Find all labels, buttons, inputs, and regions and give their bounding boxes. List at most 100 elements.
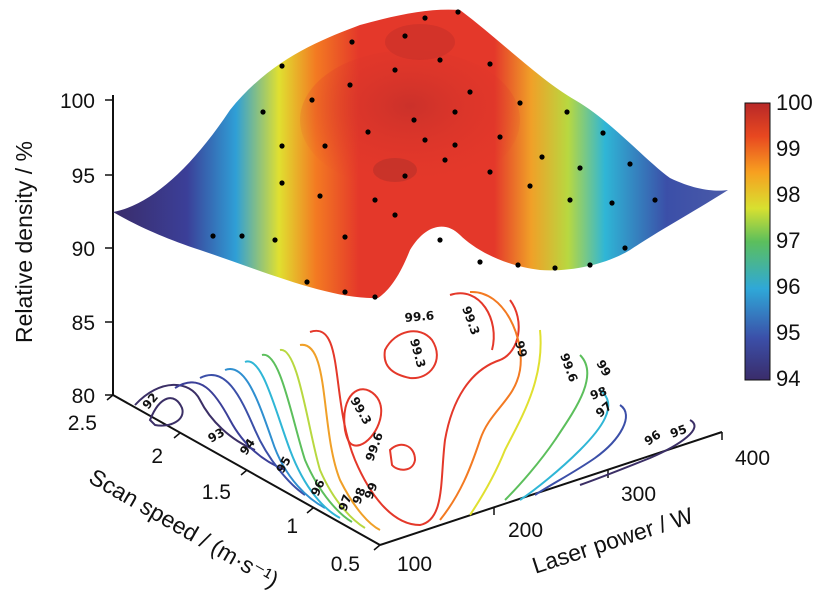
sample-point [402,33,408,39]
sample-point [577,165,583,171]
y-axis-title: Scan speed / (m·s⁻¹) [85,463,283,593]
sample-point [609,200,615,206]
sample-point [279,63,285,69]
sample-point [422,137,428,143]
sample-point [322,143,328,149]
sample-point [515,262,521,268]
contour-label: 98 [588,384,608,403]
sample-point [239,233,245,239]
z-tick-3: 85 [72,312,95,335]
contour-label: 99.3 [459,304,482,337]
sample-point [477,259,483,265]
contour-label: 99.3 [407,337,428,369]
contour-label: 95 [668,422,688,441]
contour-label: 99 [362,481,381,501]
colorbar-tick-5: 95 [776,320,800,345]
x-tick-1: 200 [508,519,543,542]
y-tick-0: 2.5 [68,412,97,435]
density-surface [113,9,728,299]
contour-label: 94 [237,436,258,458]
contour-label: 99 [512,339,530,359]
sample-point [567,197,573,203]
contour-label: 95 [273,454,293,475]
colorbar [744,102,771,381]
colorbar-tick-2: 98 [776,182,800,207]
sample-point [587,262,593,268]
sample-point [342,234,348,240]
sample-point [437,57,443,63]
contour-lines [134,290,696,531]
colorbar-tick-1: 99 [776,136,800,161]
contour-label: 98 [350,486,369,506]
contour-label: 97 [593,399,615,420]
colorbar-ticks: 100 99 98 97 96 95 94 [776,90,813,391]
sample-point [365,129,371,135]
z-tick-2: 90 [72,238,95,261]
contour-label: 99.3 [347,395,374,428]
contour-label: 92 [140,390,161,412]
sample-point [497,134,503,140]
x-axis-title: Laser power / W [529,502,697,579]
sample-point [392,67,398,73]
contour-label: 96 [642,427,664,448]
sample-point [309,97,315,103]
sample-point [622,245,628,251]
contour-label: 99.6 [557,351,580,384]
z-tick-4: 80 [72,385,95,408]
contour-label: 93 [206,425,227,445]
sample-point [437,237,443,243]
colorbar-tick-6: 94 [776,366,800,391]
sample-point [452,109,458,115]
colorbar-tick-4: 96 [776,274,800,299]
sample-point [539,154,545,160]
sample-point [317,193,323,199]
y-tick-1: 2 [151,445,163,468]
sample-point [552,265,558,271]
sample-point [627,161,633,167]
contour-label: 97 [336,493,355,513]
sample-point [392,212,398,218]
tick-marks [105,99,723,551]
sample-point [279,143,285,149]
sample-point [210,233,216,239]
sample-point [487,61,493,67]
contour-label: 99 [593,358,613,379]
sample-point [517,100,523,106]
sample-point [467,89,473,95]
z-axis-title: Relative density / % [11,141,37,343]
colorbar-tick-3: 97 [776,228,800,253]
x-tick-2: 300 [621,483,656,506]
sample-point [564,109,570,115]
sample-point [402,173,408,179]
sample-point [455,9,461,15]
sample-point [347,82,353,88]
sample-point [349,39,355,45]
sample-point [260,109,266,115]
y-tick-4: 0.5 [331,553,360,576]
x-tick-0: 100 [397,553,432,576]
sample-point [487,169,493,175]
sample-point [342,289,348,295]
sample-point [652,197,658,203]
z-tick-1: 95 [72,165,95,188]
sample-point [600,130,606,136]
colorbar-tick-0: 100 [776,90,813,115]
sample-point [527,183,533,189]
sample-point [452,142,458,148]
sample-point [422,15,428,21]
sample-point [411,117,417,123]
y-tick-2: 1.5 [202,481,231,504]
contour-label: 99.6 [363,430,386,463]
contour-label: 99.6 [404,308,435,325]
sample-point [442,157,448,163]
y-tick-3: 1 [286,515,298,538]
z-tick-0: 100 [60,90,95,113]
sample-point [304,279,310,285]
sample-point [279,180,285,186]
sample-point [372,197,378,203]
x-tick-3: 400 [735,447,770,470]
sample-point [272,237,278,243]
contour-label: 96 [308,477,328,498]
sample-points [210,9,658,300]
